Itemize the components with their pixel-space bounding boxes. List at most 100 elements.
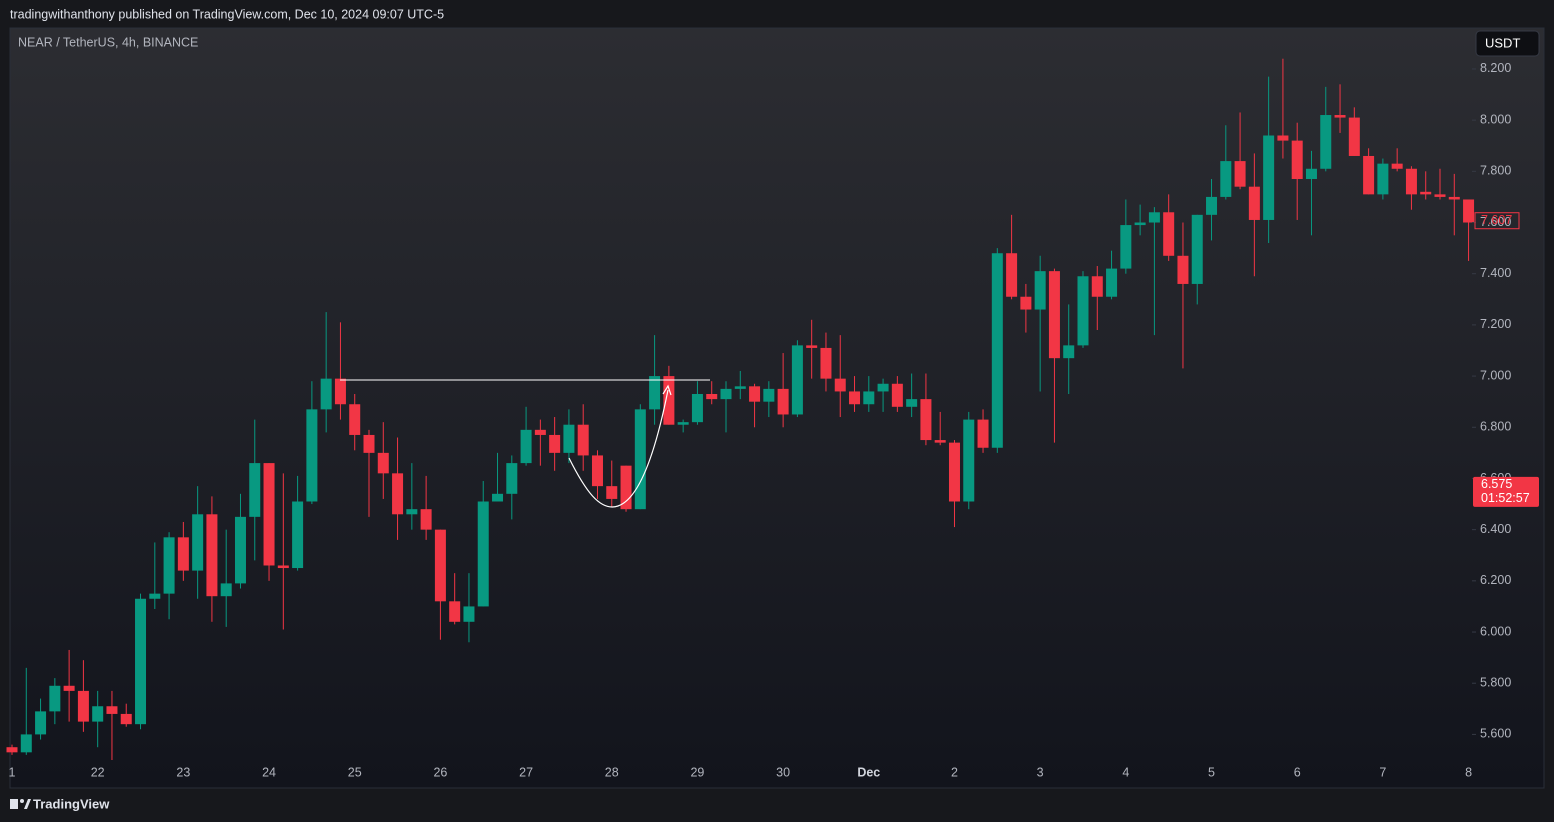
candle-body xyxy=(206,514,218,597)
y-tick-label: 6.000 xyxy=(1480,624,1511,638)
y-tick-label: 7.600 xyxy=(1480,215,1511,229)
candle-body xyxy=(334,378,346,405)
candle-body xyxy=(1163,212,1175,256)
currency-label[interactable]: USDT xyxy=(1485,35,1520,50)
candle-body xyxy=(1248,186,1260,220)
footer-brand: TradingView xyxy=(33,796,110,811)
arrow-head xyxy=(662,384,672,396)
y-tick-label: 6.400 xyxy=(1480,522,1511,536)
x-tick-label: 30 xyxy=(776,765,790,779)
y-tick-label: 6.200 xyxy=(1480,573,1511,587)
currency-button[interactable] xyxy=(1475,30,1540,57)
candle-body xyxy=(106,706,118,714)
candle-body xyxy=(320,378,332,410)
candle-body xyxy=(749,386,761,402)
candle-body xyxy=(1120,225,1132,269)
y-tick-label: 7.800 xyxy=(1480,164,1511,178)
candle-body xyxy=(349,404,361,435)
candle-body xyxy=(991,253,1003,448)
candle-body xyxy=(877,383,889,392)
candle-body xyxy=(377,452,389,474)
publish-info: tradingwithanthony published on TradingV… xyxy=(10,7,444,21)
candle-body xyxy=(649,376,661,410)
candle-body xyxy=(35,711,47,735)
candle-body xyxy=(691,394,703,423)
candle-body xyxy=(1191,214,1203,284)
candle-body xyxy=(120,713,132,725)
candle-body xyxy=(606,486,618,499)
live-price-tag xyxy=(1473,476,1539,507)
x-tick-label: 26 xyxy=(433,765,447,779)
candle-body xyxy=(220,583,232,597)
x-tick-label: 5 xyxy=(1208,765,1215,779)
candle-body xyxy=(1091,276,1103,297)
arrow-curve xyxy=(568,389,669,508)
candle-body xyxy=(677,422,689,425)
last-price-label: 7.607 xyxy=(1481,213,1512,227)
candle-body xyxy=(620,465,632,510)
x-tick-label: 1 xyxy=(9,765,16,779)
candle-body xyxy=(534,429,546,435)
candle-body xyxy=(734,386,746,389)
y-tick-label: 6.800 xyxy=(1480,420,1511,434)
candle-body xyxy=(1391,163,1403,169)
x-tick-label: 8 xyxy=(1465,765,1472,779)
chart-panel xyxy=(9,27,1545,789)
candle-body xyxy=(906,399,918,407)
candle-body xyxy=(449,601,461,622)
candle-body xyxy=(520,429,532,464)
candle-body xyxy=(77,690,89,722)
candle-body xyxy=(1448,196,1460,200)
candle-body xyxy=(1177,255,1189,284)
candle-body xyxy=(1348,117,1360,156)
candle-body xyxy=(163,537,175,594)
candle-body xyxy=(1148,212,1160,223)
candle-body xyxy=(392,473,404,515)
candle-body xyxy=(306,409,318,502)
candle-body xyxy=(1334,115,1346,118)
candle-body xyxy=(791,345,803,415)
candle-body xyxy=(177,537,189,571)
candle-body xyxy=(934,440,946,443)
candle-body xyxy=(20,734,32,753)
countdown-label: 01:52:57 xyxy=(1481,491,1530,505)
candle-body xyxy=(706,394,718,400)
candle-body xyxy=(292,501,304,569)
candle-body xyxy=(234,516,246,584)
candle-body xyxy=(891,383,903,407)
x-tick-label: 24 xyxy=(262,765,276,779)
candle-body xyxy=(563,424,575,453)
x-tick-label: 25 xyxy=(348,765,362,779)
candle-body xyxy=(663,376,675,425)
tv-logo xyxy=(10,799,31,809)
symbol-title: NEAR / TetherUS, 4h, BINANCE xyxy=(18,35,198,49)
candle-body xyxy=(1134,222,1146,226)
candle-body xyxy=(777,388,789,415)
y-tick-label: 5.600 xyxy=(1480,727,1511,741)
plot-area xyxy=(6,58,1475,760)
candle-body xyxy=(948,442,960,502)
candle-body xyxy=(720,388,732,400)
x-tick-label: 29 xyxy=(690,765,704,779)
candle-body xyxy=(1206,196,1218,215)
candle-body xyxy=(1434,194,1446,197)
candle-body xyxy=(249,463,261,517)
candle-body xyxy=(1034,271,1046,310)
y-tick-label: 7.400 xyxy=(1480,266,1511,280)
x-tick-label: 6 xyxy=(1294,765,1301,779)
candle-body xyxy=(834,378,846,392)
x-tick-label: 28 xyxy=(605,765,619,779)
candle-body xyxy=(820,347,832,379)
candle-body xyxy=(406,509,418,515)
x-tick-label: 2 xyxy=(951,765,958,779)
candle-body xyxy=(434,529,446,602)
live-price-label: 6.575 xyxy=(1481,477,1512,491)
candle-body xyxy=(1291,140,1303,180)
candle-body xyxy=(1263,135,1275,220)
candle-body xyxy=(920,399,932,441)
candle-body xyxy=(963,419,975,502)
x-tick-label: 23 xyxy=(176,765,190,779)
y-tick-label: 7.000 xyxy=(1480,368,1511,382)
y-tick-label: 8.200 xyxy=(1480,61,1511,75)
